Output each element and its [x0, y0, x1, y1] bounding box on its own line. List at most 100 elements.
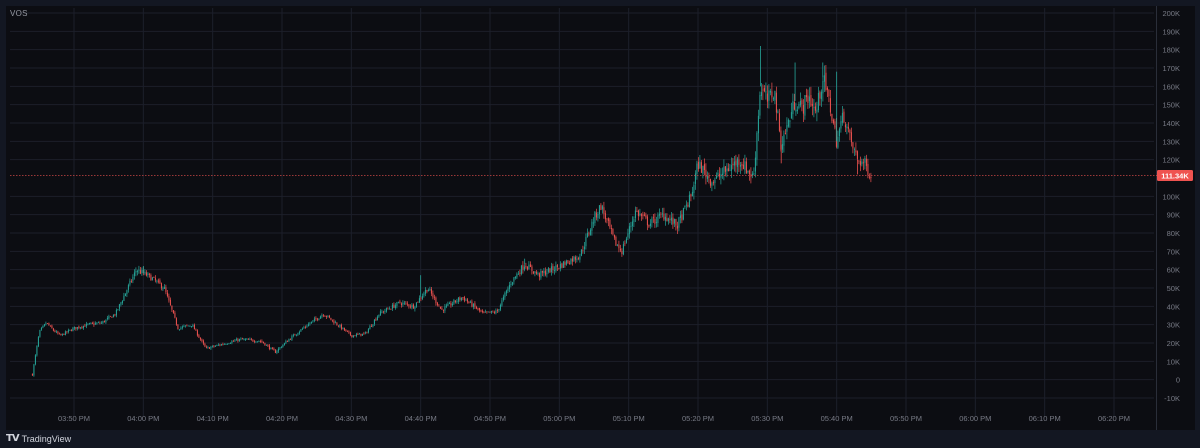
candle-body	[868, 176, 870, 178]
candle-body	[625, 238, 627, 243]
candle-body	[574, 257, 576, 260]
x-tick-label: 04:00 PM	[127, 414, 159, 423]
candle-body	[744, 161, 746, 171]
candle-body	[442, 309, 444, 311]
candle-body	[324, 316, 326, 317]
candle-body	[834, 121, 836, 128]
candle-body	[273, 348, 275, 351]
candle-body	[396, 302, 398, 306]
candle-body	[267, 344, 269, 346]
candle-body	[543, 271, 545, 274]
candle-body	[535, 271, 537, 274]
symbol-label[interactable]: VOS	[10, 9, 28, 18]
candle-body	[93, 323, 95, 325]
candle-body	[238, 338, 240, 342]
candle-body	[295, 334, 297, 336]
candle-body	[528, 264, 530, 270]
y-tick-label: 40K	[1167, 302, 1180, 311]
candle-body	[160, 283, 162, 289]
candle-body	[850, 132, 852, 143]
candle-body	[501, 300, 503, 306]
candle-body	[348, 331, 350, 333]
candle-body	[444, 306, 446, 311]
candle-body	[426, 289, 428, 292]
candle-body	[582, 250, 584, 251]
candle-body	[270, 347, 272, 350]
candle-body	[286, 341, 288, 343]
y-tick-label: 150K	[1162, 101, 1180, 110]
candle-body	[424, 289, 426, 294]
candle-body	[397, 301, 399, 303]
candle-body	[727, 168, 729, 172]
candle-body	[628, 226, 630, 235]
candle-body	[163, 287, 165, 289]
candle-body	[186, 325, 188, 327]
candle-body	[648, 225, 650, 227]
candle-body	[657, 215, 659, 224]
candle-body	[796, 109, 798, 111]
candle-body	[151, 277, 153, 280]
x-tick-label: 05:10 PM	[613, 414, 645, 423]
candle-body	[546, 272, 548, 275]
candle-body	[258, 341, 260, 342]
candle-body	[760, 92, 762, 97]
chart-pane[interactable]	[6, 6, 1156, 430]
candle-body	[202, 340, 204, 344]
candle-body	[108, 316, 110, 319]
y-tick-label: 10K	[1167, 357, 1180, 366]
candle-body	[643, 214, 645, 216]
candle-body	[757, 115, 759, 134]
candle-body	[168, 296, 170, 301]
candle-body	[475, 307, 477, 309]
candle-body	[811, 103, 813, 106]
candle-body	[121, 300, 123, 304]
candle-body	[675, 218, 677, 226]
candle-body	[817, 92, 819, 110]
candle-body	[235, 339, 237, 341]
candle-body	[145, 272, 147, 276]
candle-body	[237, 339, 239, 342]
candle-body	[135, 271, 137, 273]
tradingview-brand[interactable]: TV TradingView	[6, 433, 71, 444]
candle-body	[798, 104, 800, 109]
candle-body	[520, 265, 522, 274]
candle-body	[756, 132, 758, 160]
candle-body	[600, 204, 602, 210]
candle-body	[556, 265, 558, 267]
candle-body	[210, 346, 212, 349]
candle-body	[423, 293, 425, 296]
candle-body	[460, 297, 462, 301]
candle-body	[330, 317, 332, 320]
candle-body	[138, 269, 140, 271]
candle-body	[459, 297, 461, 300]
candle-body	[114, 314, 116, 316]
candle-body	[37, 337, 39, 347]
candle-body	[243, 338, 245, 340]
candle-body	[844, 124, 846, 128]
candle-body	[325, 315, 327, 317]
y-tick-label: 170K	[1162, 64, 1180, 73]
candle-body	[255, 341, 257, 343]
candle-body	[688, 194, 690, 207]
candle-body	[42, 325, 44, 328]
candle-body	[640, 214, 642, 216]
candle-body	[175, 318, 177, 325]
candle-body	[102, 321, 104, 324]
candle-body	[552, 266, 554, 270]
price-axis[interactable]	[1156, 6, 1195, 430]
candle-body	[367, 329, 369, 333]
y-tick-label: 60K	[1167, 266, 1180, 275]
candle-body	[361, 333, 363, 336]
candle-body	[516, 273, 518, 278]
candle-body	[577, 258, 579, 260]
candle-body	[537, 272, 539, 275]
candle-body	[637, 210, 639, 217]
candle-body	[829, 98, 831, 113]
candle-body	[870, 177, 872, 179]
candle-body	[801, 100, 803, 105]
candle-body	[400, 303, 402, 305]
candle-body	[715, 175, 717, 179]
candle-body	[823, 75, 825, 82]
